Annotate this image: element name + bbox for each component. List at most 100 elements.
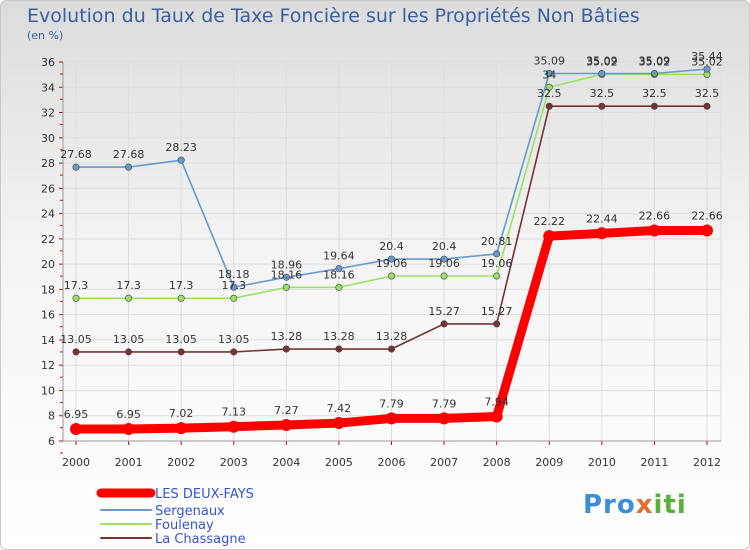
data-label: 27.68: [113, 148, 145, 161]
data-label: 7.27: [274, 404, 299, 417]
y-tick-label: 28: [41, 157, 55, 170]
data-label: 13.05: [218, 333, 250, 346]
data-point: [175, 422, 188, 435]
data-label: 35.02: [586, 55, 618, 68]
data-label: 20.4: [432, 240, 457, 253]
x-tick-label: 2012: [693, 456, 721, 469]
data-label: 35.09: [586, 54, 618, 67]
y-tick-label: 18: [41, 283, 55, 296]
data-label: 18.16: [323, 268, 355, 281]
x-tick-label: 2007: [430, 456, 458, 469]
x-tick-label: 2008: [483, 456, 511, 469]
data-point: [440, 320, 448, 328]
chart-subtitle: (en %): [27, 29, 64, 42]
logo-part-1: Pro: [583, 490, 636, 520]
legend-label-1: Sergenaux: [155, 504, 225, 519]
y-tick-label: 16: [41, 309, 55, 322]
data-label: 17.3: [169, 279, 194, 292]
data-label: 22.22: [534, 215, 566, 228]
data-point: [493, 320, 501, 328]
data-point: [72, 348, 80, 356]
data-label: 7.13: [222, 406, 247, 419]
data-point: [177, 156, 185, 164]
data-point: [440, 272, 448, 280]
x-tick-label: 2010: [588, 456, 616, 469]
data-point: [387, 345, 395, 353]
data-point: [545, 69, 553, 77]
data-label: 13.28: [376, 330, 408, 343]
data-point: [227, 420, 240, 433]
data-label: 19.06: [428, 257, 460, 270]
data-label: 35.09: [639, 54, 671, 67]
x-tick-label: 2004: [272, 456, 300, 469]
data-label: 35.09: [534, 54, 566, 67]
data-point: [230, 294, 238, 302]
data-point: [282, 283, 290, 291]
data-label: 7.42: [327, 402, 352, 415]
legend-label-2: Foulenay: [155, 518, 214, 533]
data-label: 13.05: [60, 333, 92, 346]
data-point: [125, 163, 133, 171]
data-point: [387, 272, 395, 280]
data-point: [335, 283, 343, 291]
data-label: 27.68: [60, 148, 92, 161]
x-tick-label: 2002: [167, 456, 195, 469]
y-tick-label: 34: [41, 81, 55, 94]
data-label: 15.27: [481, 305, 513, 318]
y-tick-label: 14: [41, 334, 55, 347]
data-labels: 6.95 6.95 7.02 7.13 7.27 7.42 7.79 7.79 7.94 22.2…: [60, 50, 723, 421]
y-tick-label: 36: [41, 56, 55, 69]
x-tick-label: 2001: [115, 456, 143, 469]
data-label: 17.3: [222, 279, 247, 292]
data-point: [440, 255, 448, 263]
data-label: 35.02: [639, 55, 671, 68]
proxiti-logo: Proxiti: [583, 490, 687, 520]
data-point: [385, 412, 398, 425]
data-point: [701, 224, 713, 237]
y-tick-label: 10: [41, 384, 55, 397]
data-point: [648, 224, 661, 237]
data-label: 13.28: [323, 330, 355, 343]
data-point: [598, 69, 606, 77]
data-point: [438, 412, 451, 425]
data-point: [332, 417, 345, 430]
data-label: 7.94: [484, 395, 509, 408]
data-label: 22.44: [586, 212, 618, 225]
y-tick-label: 30: [41, 132, 55, 145]
data-label: 18.16: [271, 268, 303, 281]
data-point: [335, 265, 343, 273]
data-label: 18.96: [271, 258, 303, 271]
data-point: [598, 102, 606, 110]
logo-part-3: iti: [653, 490, 687, 520]
data-label: 32.5: [590, 87, 615, 100]
data-label: 6.95: [116, 408, 141, 421]
data-label: 19.06: [376, 257, 408, 270]
data-point: [125, 294, 133, 302]
legend-label-3: La Chassagne: [155, 532, 246, 547]
data-label: 19.06: [481, 257, 513, 270]
y-tick-label: 20: [41, 258, 55, 271]
y-tick-label: 24: [41, 208, 55, 221]
data-label: 20.4: [379, 240, 404, 253]
data-label: 17.3: [64, 279, 89, 292]
data-label: 13.28: [271, 330, 303, 343]
data-point: [282, 345, 290, 353]
data-point: [387, 255, 395, 263]
x-tick-label: 2009: [535, 456, 563, 469]
data-point: [545, 102, 553, 110]
x-tick-label: 2006: [378, 456, 406, 469]
data-label: 19.64: [323, 250, 355, 263]
axes: 6 8 10 12 14 16 18 20 22 24 26 28 30 32 34 36 2000 2001 20…: [41, 56, 721, 469]
data-label: 18.18: [218, 268, 250, 281]
x-tick-label: 2003: [220, 456, 248, 469]
data-label: 22.66: [691, 210, 723, 223]
data-point: [72, 294, 80, 302]
data-point: [703, 65, 711, 73]
data-label: 13.05: [113, 333, 145, 346]
data-point: [177, 348, 185, 356]
data-label: 35.02: [691, 55, 723, 68]
data-label: 7.79: [432, 397, 457, 410]
data-point: [177, 294, 185, 302]
data-point: [230, 283, 238, 291]
data-point: [230, 348, 238, 356]
